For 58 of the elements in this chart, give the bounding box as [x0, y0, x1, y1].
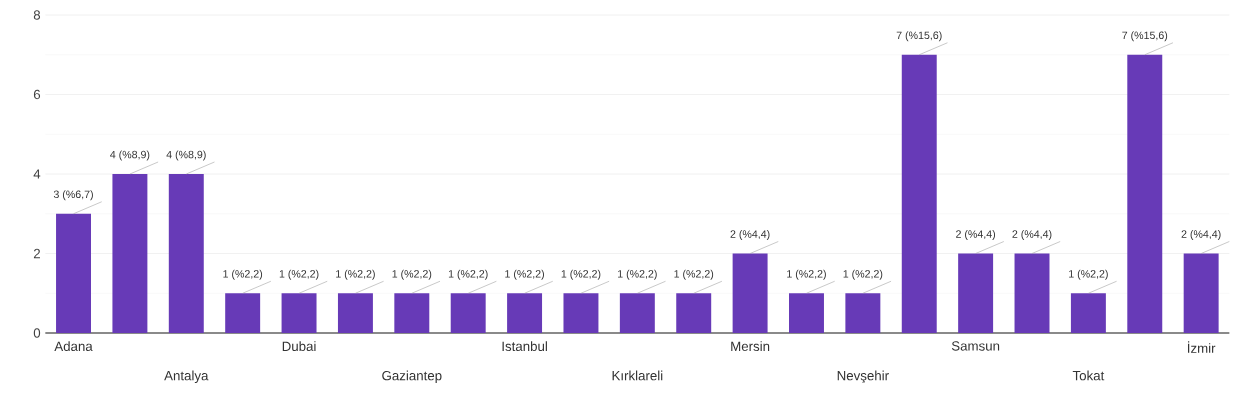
x-tick-label: Dubai: [282, 341, 316, 352]
bar: [845, 293, 881, 333]
bar: [1127, 54, 1163, 333]
data-label: 1 (%2,2): [223, 269, 263, 280]
bar: [225, 293, 261, 333]
y-tick-label: 4: [33, 169, 41, 179]
x-tick-label: Nevşehir: [837, 370, 889, 384]
data-label: 7 (%15,6): [896, 31, 942, 42]
y-tick-label: 6: [33, 89, 41, 100]
data-label: 2 (%4,4): [730, 229, 770, 240]
bar: [337, 293, 373, 333]
data-label: 4 (%8,9): [166, 150, 206, 161]
x-tick-label: Adana: [54, 341, 93, 352]
bar: [1014, 253, 1050, 333]
x-tick-label: Kırklareli: [612, 370, 663, 381]
x-tick-label: Tokat: [1072, 370, 1105, 381]
bar: [563, 293, 599, 333]
data-label: 2 (%4,4): [1012, 229, 1052, 240]
y-tick-label: 0: [33, 328, 41, 338]
bar: [619, 293, 655, 333]
x-tick-label: Antalya: [164, 370, 209, 383]
bar: [1183, 253, 1219, 333]
data-label: 1 (%2,2): [279, 269, 319, 280]
data-label: 1 (%2,2): [674, 269, 714, 280]
bar: [676, 293, 712, 333]
data-label: 1 (%2,2): [843, 269, 883, 280]
bar: [958, 253, 994, 333]
bar: [789, 293, 824, 333]
data-label: 4 (%8,9): [110, 150, 150, 161]
data-label: 1 (%2,2): [392, 269, 432, 280]
x-tick-label: Istanbul: [502, 341, 547, 352]
data-label: 2 (%4,4): [956, 229, 996, 240]
x-tick-label: Samsun: [951, 341, 1000, 351]
bar: [1070, 293, 1106, 333]
data-label: 1 (%2,2): [561, 269, 601, 280]
bar: [112, 174, 148, 333]
bar: [281, 293, 317, 333]
x-tick-label: Gaziantep: [382, 370, 442, 383]
bar: [901, 54, 937, 333]
data-label: 7 (%15,6): [1122, 31, 1168, 42]
bar: [507, 293, 543, 333]
data-label: 1 (%2,2): [505, 269, 544, 280]
y-tick-label: 2: [33, 248, 40, 259]
bar: [450, 293, 486, 333]
data-label: 1 (%2,2): [448, 269, 488, 280]
x-tick-label: Mersin: [731, 341, 770, 352]
data-label: 1 (%2,2): [336, 269, 375, 280]
data-label: 1 (%2,2): [787, 269, 826, 280]
bar: [394, 293, 430, 333]
bar: [732, 253, 768, 333]
x-tick-label: İzmir: [1188, 341, 1216, 353]
bar: [56, 213, 91, 333]
data-label: 2 (%4,4): [1181, 229, 1221, 240]
data-label: 3 (%6,7): [53, 190, 93, 201]
y-tick-label: 8: [33, 10, 41, 20]
data-label: 1 (%2,2): [618, 269, 657, 280]
bar: [168, 174, 204, 333]
data-label: 1 (%2,2): [1069, 269, 1108, 280]
